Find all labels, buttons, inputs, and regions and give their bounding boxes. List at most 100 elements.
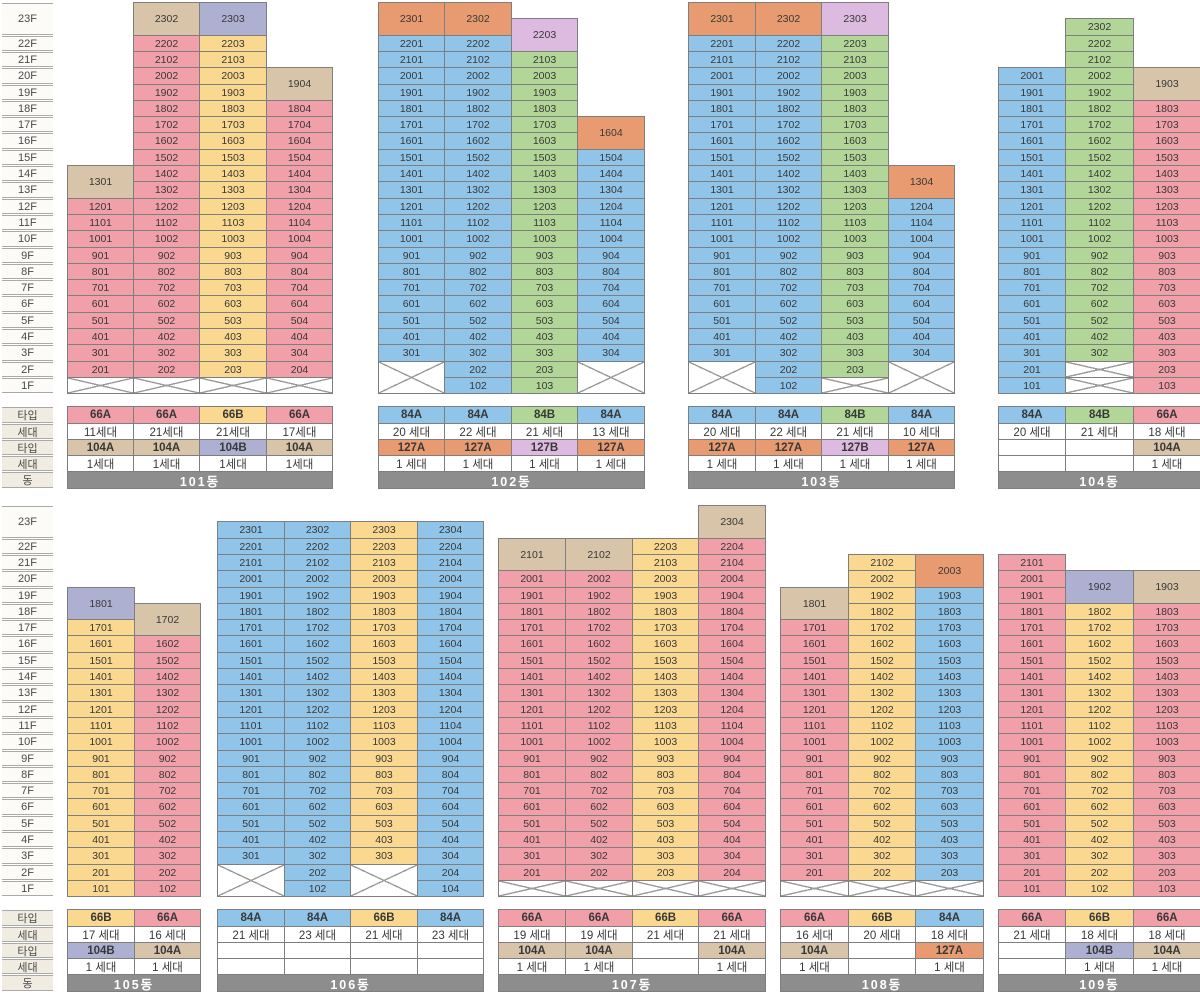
unit-cell: 803	[821, 263, 889, 280]
unit-cell: 1504	[698, 652, 766, 669]
unit-cell: 1203	[511, 198, 578, 215]
row-label-sedae: 세대	[2, 424, 53, 439]
unit-cell: 1604	[417, 635, 484, 653]
unit-cell: 302	[755, 344, 822, 362]
unit-cell: 1003	[632, 733, 699, 751]
unit-cell: 1501	[217, 652, 285, 669]
unit-cell: 2003	[915, 554, 984, 588]
household-count-cell: 16 세대	[780, 926, 849, 943]
unit-cell: 103	[1133, 880, 1200, 897]
type-cell: 66A	[67, 406, 134, 424]
unit-cell: 803	[632, 766, 699, 783]
floor-label: 5F	[2, 313, 53, 328]
household-count-cell	[417, 958, 484, 975]
type-cell: 66A	[1133, 406, 1200, 424]
unit-cell: 1602	[134, 635, 201, 653]
floor-label: 15F	[2, 653, 53, 668]
unit-cell: 902	[565, 750, 633, 767]
unit-cell: 801	[67, 263, 134, 280]
unit-cell: 2103	[350, 554, 418, 571]
unit-cell: 2203	[632, 538, 699, 555]
unit-cell: 301	[998, 344, 1066, 362]
floor-label: 22F	[2, 36, 53, 51]
floor-label: 22F	[2, 539, 53, 554]
unit-cell: 503	[821, 312, 889, 329]
household-count-cell: 21세대	[199, 423, 267, 440]
unit-cell: 301	[780, 847, 849, 865]
type-cell	[284, 942, 351, 959]
unit-cell: 1103	[915, 717, 984, 734]
unit-cell: 903	[821, 247, 889, 264]
unit-cell: 703	[199, 279, 267, 296]
unit-cell: 2001	[688, 67, 756, 85]
type-cell	[350, 942, 418, 959]
unit-cell: 504	[266, 312, 333, 329]
unit-cell: 304	[577, 344, 645, 362]
unit-cell: 1302	[1065, 181, 1134, 199]
unit-cell: 2204	[417, 538, 484, 555]
unit-cell: 1703	[821, 116, 889, 133]
unit-cell: 402	[284, 831, 351, 848]
unit-cell: 1801	[998, 603, 1066, 620]
type-cell: 84A	[417, 909, 484, 927]
household-count-cell: 16 세대	[134, 926, 201, 943]
unit-cell: 1702	[1065, 619, 1134, 636]
unit-cell: 1701	[688, 116, 756, 133]
unit-cell: 602	[284, 798, 351, 816]
type-cell: 66B	[67, 909, 135, 927]
unit-cell: 1503	[199, 149, 267, 166]
unit-cell: 1603	[915, 635, 984, 653]
unit-cell: 2203	[511, 18, 578, 52]
unit-cell: 202	[284, 864, 351, 881]
unit-cell: 1204	[417, 701, 484, 718]
unit-cell: 303	[632, 847, 699, 865]
unit-cell: 1804	[417, 603, 484, 620]
unit-cell: 1303	[632, 684, 699, 702]
floor-label: 20F	[2, 571, 53, 587]
unit-cell: 303	[199, 344, 267, 362]
type-cell: 66A	[565, 909, 633, 927]
unit-cell: 1803	[350, 603, 418, 620]
unit-cell: 1304	[888, 165, 955, 199]
household-count-cell: 21 세대	[821, 423, 889, 440]
unit-cell: 501	[378, 312, 445, 329]
unit-cell: 602	[133, 295, 200, 313]
crossed-cell	[217, 864, 285, 897]
floor-label: 8F	[2, 767, 53, 782]
household-count-cell: 11세대	[67, 423, 134, 440]
type-cell: 66A	[498, 909, 566, 927]
type-cell: 84B	[1065, 406, 1134, 424]
unit-cell: 603	[350, 798, 418, 816]
unit-cell: 401	[780, 831, 849, 848]
unit-cell: 1902	[755, 84, 822, 101]
type-cell: 104B	[1065, 942, 1134, 959]
type-cell: 104A	[134, 942, 201, 959]
type-cell: 84A	[217, 909, 285, 927]
floor-label: 17F	[2, 620, 53, 635]
unit-cell: 704	[698, 782, 766, 799]
unit-cell: 1804	[698, 603, 766, 620]
unit-cell: 901	[998, 750, 1066, 767]
unit-cell: 2002	[565, 570, 633, 588]
unit-cell: 1001	[67, 733, 135, 751]
unit-cell: 1402	[755, 165, 822, 182]
household-count-cell: 21세대	[133, 423, 200, 440]
unit-cell: 1103	[350, 717, 418, 734]
household-count-cell: 21 세대	[511, 423, 578, 440]
unit-cell: 901	[67, 750, 135, 767]
unit-cell: 1004	[888, 230, 955, 248]
unit-cell: 1903	[1133, 67, 1200, 101]
unit-cell: 203	[199, 361, 267, 378]
unit-cell: 1201	[780, 701, 849, 718]
unit-cell: 2202	[133, 35, 200, 52]
unit-cell: 1902	[284, 587, 351, 604]
unit-cell: 102	[284, 880, 351, 897]
unit-cell: 1304	[698, 684, 766, 702]
unit-cell: 1802	[755, 100, 822, 117]
floor-label: 11F	[2, 718, 53, 733]
unit-cell: 903	[350, 750, 418, 767]
unit-cell: 104	[417, 880, 484, 897]
household-count-cell: 18 세대	[1133, 423, 1200, 440]
unit-cell: 1001	[998, 733, 1066, 751]
unit-cell: 1403	[199, 165, 267, 182]
